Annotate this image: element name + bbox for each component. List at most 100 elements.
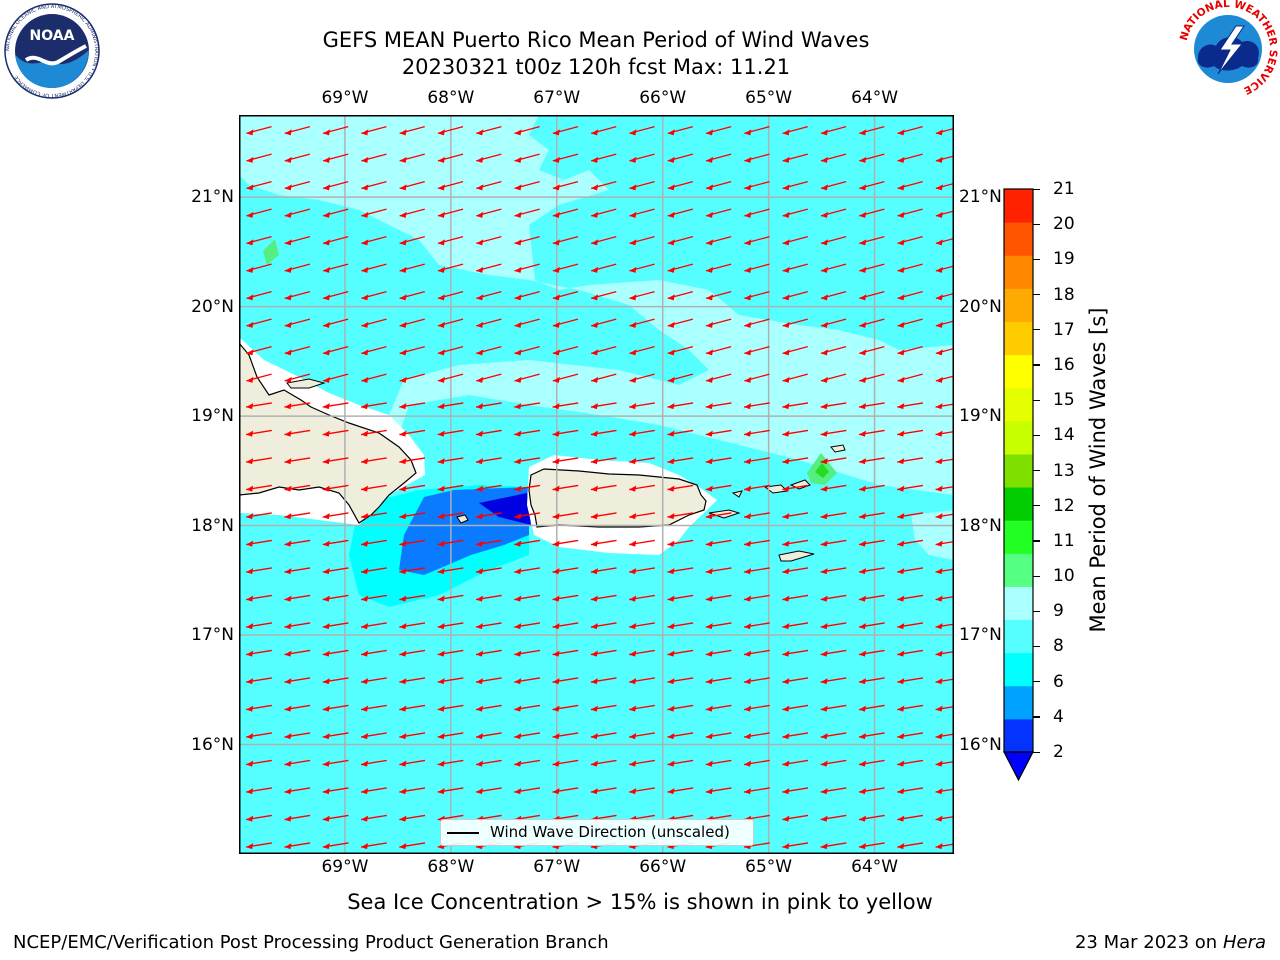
wave-direction-arrow (475, 787, 502, 795)
legend-label: Wind Wave Direction (unscaled) (490, 823, 730, 841)
wave-direction-arrow (935, 292, 954, 301)
wave-direction-arrow (590, 649, 617, 657)
wave-direction-arrow (705, 457, 732, 465)
wave-direction-arrow (705, 787, 732, 795)
wave-direction-arrow (705, 622, 732, 630)
wave-direction-arrow (399, 126, 425, 136)
wave-direction-arrow (897, 567, 924, 575)
wave-direction-arrow (590, 539, 617, 547)
wave-direction-arrow (858, 732, 885, 740)
wave-direction-arrow (859, 181, 885, 191)
wave-direction-arrow (246, 429, 272, 437)
lon-label-bottom: 65°W (745, 857, 793, 877)
wave-direction-arrow (782, 291, 808, 301)
wave-direction-arrow (629, 539, 655, 547)
wave-direction-arrow (476, 153, 502, 163)
footer-credit: NCEP/EMC/Verification Post Processing Pr… (13, 932, 609, 953)
wave-direction-arrow (284, 153, 311, 163)
wave-direction-arrow (935, 815, 954, 822)
wave-direction-arrow (590, 732, 617, 740)
wave-direction-arrow (667, 402, 694, 410)
wave-direction-arrow (820, 759, 847, 767)
wave-direction-arrow (629, 787, 655, 795)
wave-direction-arrow (743, 402, 770, 410)
wave-direction-arrow (629, 677, 655, 685)
wave-direction-arrow (552, 732, 579, 740)
wave-direction-arrow (667, 484, 694, 492)
wave-direction-arrow (437, 732, 464, 740)
wave-direction-arrow (437, 181, 464, 191)
wave-direction-arrow (935, 375, 954, 383)
colorbar-band (1004, 718, 1033, 753)
wave-direction-arrow (744, 126, 770, 136)
colorbar-band (1004, 354, 1033, 389)
wave-direction-arrow (552, 181, 579, 191)
wave-direction-arrow (361, 236, 387, 246)
footer-date-text: 23 Mar 2023 on (1074, 932, 1218, 953)
wave-direction-arrow (284, 208, 311, 218)
wave-direction-arrow (705, 594, 732, 602)
wave-direction-arrow (246, 512, 272, 520)
wave-direction-arrow (935, 650, 954, 657)
wave-direction-arrow (322, 732, 349, 740)
wave-direction-arrow (246, 291, 272, 301)
lat-label-right: 16°N (959, 734, 1002, 755)
colorbar-tick-mark (1033, 364, 1040, 366)
wave-direction-arrow (820, 457, 847, 465)
wave-direction-arrow (514, 567, 541, 575)
wave-direction-arrow (476, 291, 502, 301)
wave-direction-arrow (361, 318, 387, 328)
wave-direction-arrow (552, 153, 579, 163)
land-st-croix (778, 550, 815, 562)
wave-direction-arrow (552, 677, 579, 685)
wave-direction-arrow (820, 622, 847, 630)
colorbar-tick-label: 9 (1053, 601, 1064, 622)
wave-direction-arrow (858, 787, 885, 795)
wave-direction-arrow (897, 787, 924, 795)
wave-direction-arrow (629, 622, 655, 630)
wave-direction-arrow (629, 429, 655, 437)
lat-label-right: 21°N (959, 187, 1002, 208)
wave-direction-arrow (284, 787, 311, 795)
wave-direction-arrow (590, 512, 617, 520)
wave-direction-arrow (360, 759, 387, 767)
wave-direction-arrow (743, 649, 770, 657)
colorbar-tick-mark (1033, 258, 1040, 261)
wave-direction-arrow (361, 263, 387, 273)
wave-direction-arrow (322, 236, 349, 246)
wave-direction-arrow (744, 263, 770, 273)
wave-direction-arrow (399, 759, 426, 767)
wave-direction-arrow (552, 512, 579, 520)
colorbar-tick-mark (1033, 188, 1040, 190)
wave-direction-arrow (897, 126, 923, 136)
map-title: GEFS MEAN Puerto Rico Mean Period of Win… (322, 28, 870, 52)
wave-direction-arrow (782, 126, 808, 136)
colorbar-band (1004, 387, 1033, 422)
wave-direction-arrow (399, 677, 426, 685)
wave-direction-arrow (782, 787, 809, 795)
wave-direction-arrow (820, 732, 847, 740)
wave-direction-arrow (705, 181, 732, 191)
wave-direction-arrow (437, 677, 464, 685)
contour-10-11s-virgin-islands (815, 463, 829, 478)
wave-direction-arrow (590, 373, 617, 383)
wave-direction-arrow (552, 539, 579, 547)
colorbar-band (1004, 255, 1033, 289)
wave-direction-arrow (858, 484, 885, 492)
wave-direction-arrow (744, 236, 770, 246)
lon-label-top: 68°W (427, 88, 475, 108)
wave-direction-arrow (475, 429, 502, 437)
wave-direction-arrow (322, 208, 349, 218)
wave-direction-arrow (743, 457, 770, 465)
wave-direction-arrow (935, 155, 954, 163)
wave-direction-arrow (361, 346, 387, 356)
colorbar-band (1004, 487, 1033, 521)
wave-direction-arrow (399, 704, 426, 712)
lon-label-bottom: 67°W (533, 857, 581, 877)
wave-direction-arrow (590, 787, 617, 795)
wave-direction-arrow (782, 153, 808, 163)
wave-direction-arrow (322, 291, 349, 301)
wave-direction-arrow (744, 208, 770, 218)
wave-direction-arrow (782, 732, 809, 740)
wave-direction-arrow (820, 291, 847, 301)
